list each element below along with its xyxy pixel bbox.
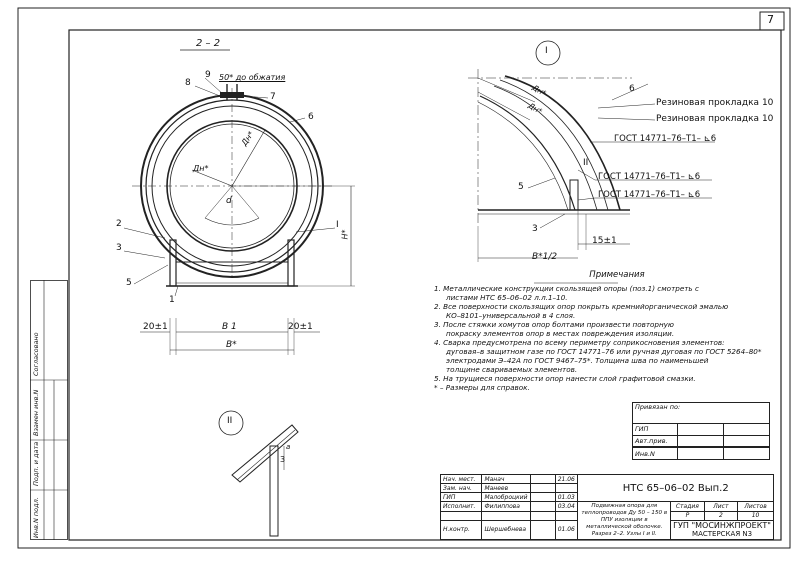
dim-top: 50* до обжатия: [219, 73, 286, 82]
org-name: ГУП "МОСИНЖПРОЕКТ": [673, 520, 771, 530]
callout-1: 1: [169, 295, 175, 305]
stamp-name: Манач: [481, 473, 531, 485]
stamp-role: Нач. мест.: [439, 473, 483, 485]
stamp-date: [554, 483, 579, 494]
doc-description: Подвижная опора для теплопроводов Ду 50 …: [577, 501, 672, 540]
note-line: КО–8101–универсальной в 4 слоя.: [446, 311, 576, 320]
notes: Примечания 1. Металлические конструкции …: [434, 270, 786, 393]
stage-value: Р: [670, 510, 705, 521]
binding-row: ГИП: [632, 423, 678, 436]
organization: ГУП "МОСИНЖПРОЕКТ" МАСТЕРСКАЯ N3: [670, 519, 774, 541]
callout-6: 6: [308, 112, 314, 122]
callout-5: 5: [126, 278, 132, 288]
sheets-label: Листов: [737, 501, 774, 512]
node-i: [468, 40, 715, 262]
sheet-number: 7: [767, 13, 774, 26]
callout-8: 8: [185, 78, 191, 88]
rubber-2: Резиновая прокладка 10: [656, 114, 774, 124]
node-ii-dim-3: 3: [280, 455, 286, 464]
weld-3: ГОСТ 14771–76–Т1– ⊾6: [598, 190, 701, 200]
node-i-callout-6: 6: [629, 84, 635, 94]
stage-label: Стадия: [670, 501, 705, 512]
dim-right: 20±1: [288, 322, 313, 332]
org-dept: МАСТЕРСКАЯ N3: [692, 529, 753, 538]
node-i-callout-5: 5: [518, 182, 524, 192]
dim-15: 15±1: [592, 236, 617, 246]
sheet-value: 2: [703, 510, 739, 521]
dim-b: B*: [226, 340, 237, 350]
stamp-name: Манеев: [481, 483, 531, 494]
stamp-date: [554, 510, 579, 521]
note-line: 2. Все поверхности скользящих опор покры…: [434, 302, 729, 311]
weld-2: ГОСТ 14771–76–Т1– ⊾6: [598, 172, 701, 182]
title-block: Нач. мест. Манач 21.06 НТС 65–06–02 Вып.…: [439, 473, 774, 541]
note-line: 4. Сварка предусмотрена по всему перимет…: [434, 338, 725, 347]
stamp-date: 01.06: [554, 519, 579, 541]
node-ii-dim-a: a: [286, 443, 291, 451]
callout-3: 3: [116, 243, 122, 253]
binding-row: Авт.прив.: [632, 434, 678, 448]
dim-angle: d: [226, 196, 232, 206]
side-sign-date: Подп. и дата: [32, 441, 40, 486]
dim-b1: B 1: [222, 322, 237, 332]
note-line: листами НТС 65–06–02 л.л.1–10.: [446, 293, 568, 302]
doc-code: НТС 65–06–02 Вып.2: [577, 473, 774, 503]
callout-9: 9: [205, 70, 211, 80]
node-i-callout-3: 3: [532, 224, 538, 234]
section-2-2: [123, 49, 355, 355]
dim-inner-dia: Дн*: [193, 164, 209, 173]
callout-2: 2: [116, 219, 122, 229]
stamp-date: 03.04: [554, 501, 579, 512]
notes-title: Примечания: [589, 270, 645, 280]
stamp-name: [481, 510, 531, 521]
note-line: покраску элементов опор в местах поврежд…: [446, 329, 675, 338]
callout-7: 7: [270, 92, 276, 102]
stamp-role: Зам. нач.: [439, 483, 483, 494]
stamp-date: 21.06: [554, 473, 579, 485]
note-line: 1. Металлические конструкции скользящей …: [434, 284, 699, 293]
stamp-role: Н.контр.: [439, 519, 483, 541]
side-agreed: Согласовано: [32, 332, 40, 376]
note-line: 3. После стяжки хомутов опор болтами про…: [434, 320, 674, 329]
sheet-label: Лист: [703, 501, 739, 512]
binding-box: Привязан по: ГИП Авт.прив. Инв.N: [632, 402, 770, 460]
side-stamp: Согласовано Взамен инв.N Подп. и дата Ин…: [30, 280, 68, 540]
stamp-role: Исполнит.: [439, 501, 483, 512]
binding-row: Инв.N: [632, 447, 678, 460]
stamp-date: 01.03: [554, 492, 579, 503]
weld-1: ГОСТ 14771–76–Т1– ⊾6: [614, 134, 717, 144]
node-ii-label: II: [227, 416, 233, 426]
note-line: дуговая–в защитном газе по ГОСТ 14771–76…: [446, 347, 762, 356]
side-changed: Взамен инв.N: [32, 389, 40, 436]
note-line: электродами Э–42А по ГОСТ 9467–75*. Толщ…: [446, 356, 709, 365]
section-label: 2 – 2: [196, 38, 221, 49]
stamp-role: [439, 510, 483, 521]
node-i-label: I: [545, 46, 548, 56]
stamp-role: ГИП: [439, 492, 483, 503]
side-inv: Инв.N подл.: [32, 497, 40, 538]
note-line: * – Размеры для справок.: [434, 383, 530, 392]
dim-b-half: B*1/2: [532, 252, 558, 262]
sheets-value: 10: [737, 510, 774, 521]
mark-ii: II: [583, 158, 589, 168]
binding-title: Привязан по:: [632, 402, 770, 424]
node-ii: [218, 410, 299, 537]
side-stamp-grid: [30, 280, 68, 540]
note-line: толщине свариваемых элементов.: [446, 365, 578, 374]
stamp-name: Малоброцкий: [481, 492, 531, 503]
rubber-1: Резиновая прокладка 10: [656, 98, 774, 108]
stamp-name: Шершебнева: [481, 519, 531, 541]
note-line: 5. На трущиеся поверхности опор нанести …: [434, 374, 696, 383]
dim-left: 20±1: [143, 322, 168, 332]
callout-i: I: [336, 220, 339, 230]
stamp-name: Филиппова: [481, 501, 531, 512]
dim-height: H*: [340, 229, 350, 240]
